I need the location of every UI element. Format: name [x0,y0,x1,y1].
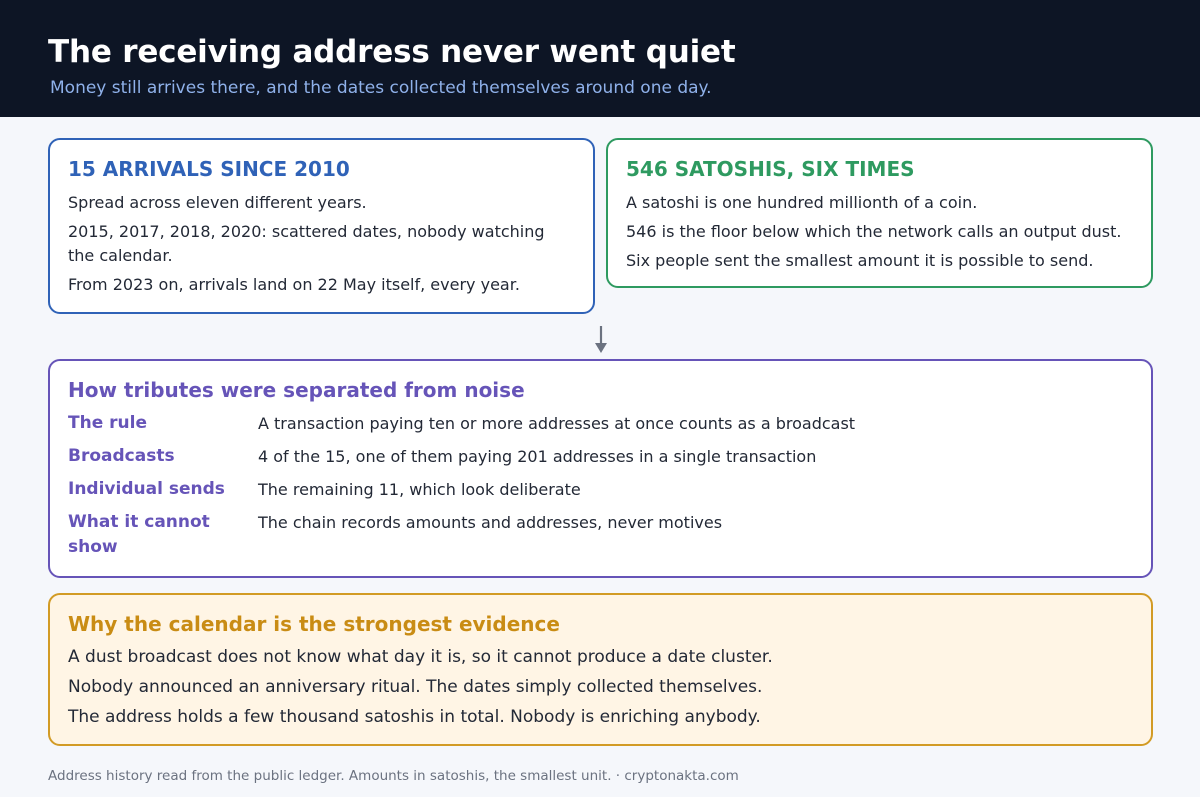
method-row-text: 4 of the 15, one of them paying 201 addr… [258,447,817,466]
evidence-line: The address holds a few thousand satoshi… [68,707,761,727]
arrivals-card-title: 15 ARRIVALS SINCE 2010 [68,157,350,181]
page-title: The receiving address never went quiet [48,34,736,70]
satoshis-line: 546 is the floor below which the network… [626,222,1122,241]
arrivals-card: 15 ARRIVALS SINCE 2010 Spread across ele… [48,138,595,314]
method-row-text: The chain records amounts and addresses,… [258,513,723,532]
satoshis-card: 546 SATOSHIS, SIX TIMES A satoshi is one… [606,138,1153,288]
method-row-label: What it cannot show [68,512,210,557]
method-row-label: Broadcasts [68,446,175,466]
method-card-title: How tributes were separated from noise [68,378,525,402]
satoshis-line: Six people sent the smallest amount it i… [626,251,1094,270]
method-row-label: Individual sends [68,479,225,499]
method-card: How tributes were separated from noise T… [48,359,1153,578]
footer-note: Address history read from the public led… [48,768,739,784]
evidence-card: Why the calendar is the strongest eviden… [48,593,1153,746]
method-row: What it cannot show The chain records am… [68,510,1133,560]
arrivals-line: 2015, 2017, 2018, 2020: scattered dates,… [68,222,545,265]
method-row-label: The rule [68,413,147,433]
method-row-text: A transaction paying ten or more address… [258,414,856,433]
page-subtitle: Money still arrives there, and the dates… [50,78,712,98]
header-banner: The receiving address never went quiet M… [0,0,1200,117]
arrivals-line: Spread across eleven different years. [68,193,367,212]
arrow-down-icon [595,326,607,353]
evidence-line: Nobody announced an anniversary ritual. … [68,677,763,697]
evidence-card-title: Why the calendar is the strongest eviden… [68,612,560,636]
evidence-line: A dust broadcast does not know what day … [68,647,773,667]
method-row-text: The remaining 11, which look deliberate [258,480,581,499]
arrivals-line: From 2023 on, arrivals land on 22 May it… [68,275,520,294]
method-row: Broadcasts 4 of the 15, one of them payi… [68,444,1133,469]
satoshis-line: A satoshi is one hundred millionth of a … [626,193,978,212]
satoshis-card-title: 546 SATOSHIS, SIX TIMES [626,157,915,181]
method-row: The rule A transaction paying ten or mor… [68,411,1133,436]
method-row: Individual sends The remaining 11, which… [68,477,1133,502]
